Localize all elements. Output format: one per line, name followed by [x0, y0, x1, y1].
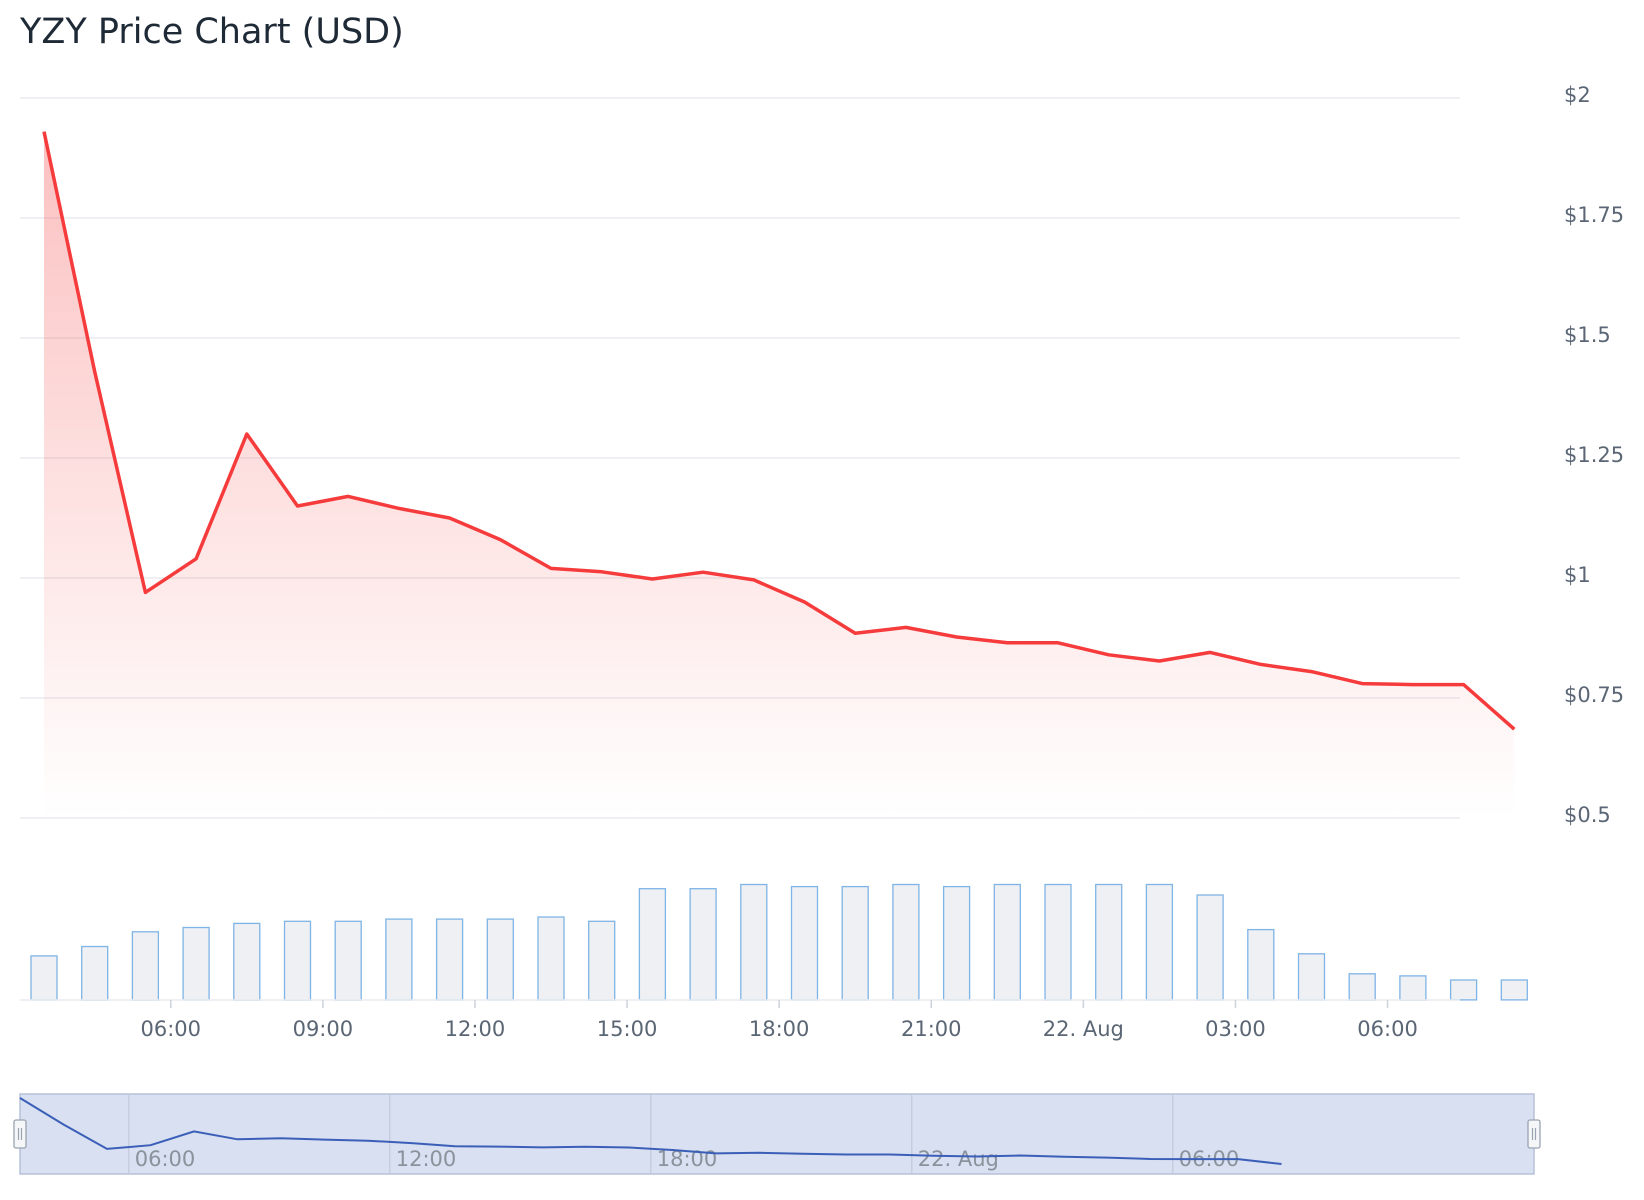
navigator-selection	[19, 1093, 1535, 1175]
y-tick-label: $0.75	[1564, 683, 1624, 707]
volume-bar	[1449, 979, 1478, 1001]
volume-bar	[537, 916, 565, 1001]
volume-bar	[638, 888, 667, 1001]
volume-bar	[486, 918, 514, 1001]
volume-bar	[1145, 883, 1174, 1001]
x-tick-label: 06:00	[140, 1017, 201, 1041]
navigator[interactable]: 06:00 12:00 18:00 22. Aug 06:00	[13, 1093, 1541, 1175]
volume-bar	[1044, 883, 1072, 1001]
volume-bar	[1196, 894, 1224, 1001]
y-axis: $2 $1.75 $1.5 $1.25 $1 $0.75 $0.5	[1564, 83, 1624, 827]
volume-bar	[588, 920, 616, 1001]
volume-bar	[1247, 928, 1275, 1001]
volume-bar	[334, 920, 362, 1001]
navigator-tick-label: 22. Aug	[918, 1147, 999, 1171]
volume-bar	[1297, 953, 1326, 1001]
price-line	[42, 131, 1516, 731]
volume-bar	[81, 945, 109, 1001]
y-tick-label: $1.25	[1564, 443, 1624, 467]
y-tick-label: $2	[1564, 83, 1591, 107]
volume-bar	[689, 888, 717, 1001]
x-tick-label: 22. Aug	[1043, 1017, 1124, 1041]
volume-bar	[1399, 975, 1427, 1001]
volume-bar	[1500, 979, 1528, 1001]
volume-bar	[283, 920, 312, 1001]
volume-bar	[30, 955, 58, 1001]
x-tick-label: 09:00	[293, 1017, 354, 1041]
volume-bar	[740, 883, 768, 1001]
volume-bar	[942, 885, 971, 1001]
x-tick-label: 15:00	[597, 1017, 658, 1041]
volume-bar	[790, 885, 819, 1001]
x-axis: 06:00 09:00 12:00 15:00 18:00 21:00 22. Aug 03:…	[140, 1000, 1418, 1041]
volume-bar	[435, 918, 464, 1001]
price-area	[44, 131, 1515, 819]
y-tick-label: $0.5	[1564, 803, 1611, 827]
volume-bar	[385, 918, 413, 1001]
volume-bar	[993, 883, 1021, 1001]
navigator-handle-right[interactable]	[1527, 1119, 1541, 1149]
volume-bar	[182, 926, 210, 1001]
chart-title: YZY Price Chart (USD)	[20, 12, 404, 52]
x-tick-label: 12:00	[445, 1017, 506, 1041]
price-line-layer	[42, 131, 1516, 731]
volume-bars	[20, 883, 1528, 1001]
x-tick-label: 18:00	[749, 1017, 810, 1041]
price-area-fill	[44, 131, 1515, 819]
x-tick-label: 21:00	[901, 1017, 962, 1041]
handle-grip	[1527, 1119, 1541, 1149]
x-tick-label: 03:00	[1205, 1017, 1266, 1041]
volume-bar	[841, 885, 869, 1001]
y-tick-label: $1	[1564, 563, 1591, 587]
y-tick-label: $1.5	[1564, 323, 1611, 347]
volume-bar	[1095, 883, 1123, 1001]
y-tick-label: $1.75	[1564, 203, 1624, 227]
volume-bar	[233, 922, 261, 1001]
handle-grip	[13, 1119, 27, 1149]
navigator-tick-label: 06:00	[135, 1147, 196, 1171]
navigator-series-line	[19, 1097, 1282, 1165]
navigator-handle-left[interactable]	[13, 1119, 27, 1149]
volume-bar	[131, 931, 160, 1001]
volume-bar	[892, 883, 920, 1001]
x-tick-label: 06:00	[1357, 1017, 1418, 1041]
volume-bar	[1348, 973, 1376, 1001]
navigator-tick-label: 12:00	[396, 1147, 457, 1171]
